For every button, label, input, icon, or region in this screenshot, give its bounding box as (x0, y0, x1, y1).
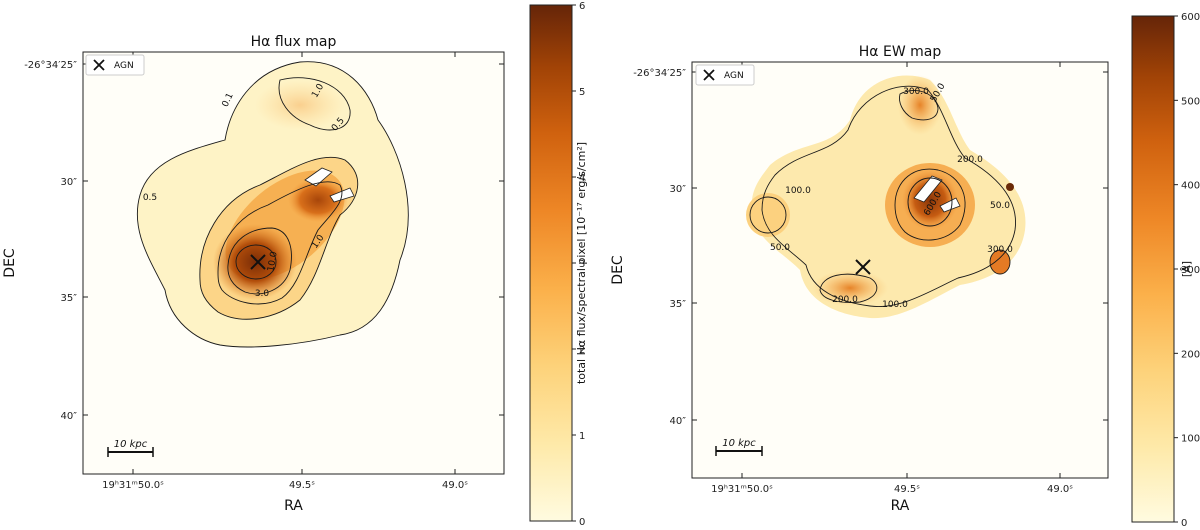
x-tick-label: 49.5ˢ (289, 480, 315, 491)
x-tick-label: 49.5ˢ (894, 484, 920, 495)
colorbar-tick-label: 500 (1181, 96, 1200, 107)
y-axis-label: DEC (610, 255, 626, 285)
colorbar-tick-label: 100 (1181, 434, 1200, 445)
contour-label: 300.0 (987, 245, 1013, 255)
colorbar-gradient (529, 4, 573, 522)
scale-bar-label: 10 kpc (114, 439, 148, 450)
contour-label: 0.5 (143, 193, 157, 203)
colorbar-tick-label: 2 (579, 345, 585, 356)
ew-west-clump (746, 193, 790, 237)
contour-label: 300.0 (903, 87, 929, 97)
x-tick-label: 49.0ˢ (442, 480, 468, 491)
contour-label: 10.0 (266, 251, 279, 273)
ew-peak (902, 170, 958, 230)
ew-south-clump (812, 270, 888, 306)
colorbar-tick-label: 5 (579, 87, 585, 98)
legend-agn-marker (703, 69, 715, 81)
ew-annotations: Hα EW map 19ʰ31ᵐ50.0ˢ 49.5ˢ 49.0ˢ -26°34′25″… (610, 12, 1200, 529)
y-tick-label: 35″ (670, 299, 687, 310)
colorbar-tick-label: 0 (1181, 518, 1187, 529)
y-axis-label: DEC (2, 248, 18, 278)
y-tick-label: 30″ (61, 177, 78, 188)
flux-knot (288, 178, 348, 222)
colorbar: 0 100 200 300 400 500 600 [Å] (1131, 12, 1200, 529)
contour-label: 50.0 (990, 201, 1010, 211)
colorbar-tick-label: 600 (1181, 12, 1200, 23)
colorbar-label: total Hα flux/spectral pixel [10⁻¹⁷ erg/… (575, 142, 588, 384)
flux-heatmap (137, 61, 409, 347)
ew-masked-region-1 (913, 175, 943, 203)
colorbar-tick-label: 0 (579, 517, 585, 528)
x-axis-label: RA (891, 498, 910, 514)
y-tick-label: -26°34′25″ (633, 68, 686, 79)
y-tick-label: 40″ (61, 411, 78, 422)
plot-title: Hα flux map (251, 34, 337, 50)
legend-label: AGN (114, 61, 134, 71)
legend-box (85, 54, 145, 76)
ew-panel (691, 61, 1109, 479)
colorbar-tick-label: 300 (1181, 265, 1200, 276)
y-tick-label: -26°34′25″ (24, 60, 77, 71)
flux-core (213, 224, 297, 300)
x-axis-label: RA (284, 498, 303, 514)
ew-north-arm (898, 75, 942, 135)
colorbar-gradient (1131, 15, 1175, 523)
y-tick-label: 35″ (61, 293, 78, 304)
legend-label: AGN (724, 71, 744, 81)
flux-faint-arm (255, 80, 345, 130)
colorbar-tick-label: 6 (579, 1, 585, 12)
colorbar-tick-label: 400 (1181, 181, 1200, 192)
colorbar-tick-label: 4 (579, 173, 585, 184)
ew-east-knot (990, 250, 1010, 274)
plot-title: Hα EW map (859, 44, 942, 60)
ew-heatmap (746, 75, 1026, 319)
colorbar-tick-label: 200 (1181, 349, 1200, 360)
ew-masked-region-2 (939, 197, 961, 213)
x-tick-label: 19ʰ31ᵐ50.0ˢ (711, 484, 773, 495)
contour-label: 200.0 (957, 155, 983, 165)
colorbar-label: [Å] (1180, 261, 1193, 277)
ew-east-dot (1006, 183, 1014, 191)
contour-label: 100.0 (882, 300, 908, 310)
x-tick-label: 49.0ˢ (1047, 484, 1073, 495)
legend-box (695, 64, 755, 86)
contour-label: 50.0 (770, 243, 790, 253)
x-tick-label: 19ʰ31ᵐ50.0ˢ (102, 480, 164, 491)
colorbar: 0 1 2 3 4 5 6 total Hα flux/spectral pixel [10⁻… (529, 1, 588, 528)
contour-label: 100.0 (785, 186, 811, 196)
y-tick-label: 30″ (670, 184, 687, 195)
agn-marker (250, 254, 266, 270)
ew-contours (749, 85, 1016, 308)
contour-label: 3.0 (255, 289, 270, 299)
y-tick-label: 40″ (670, 416, 687, 427)
scale-bar-label: 10 kpc (722, 438, 756, 449)
flux-panel (82, 51, 505, 475)
colorbar-tick-label: 3 (579, 259, 585, 270)
flux-annotations: Hα flux map 19ʰ31ᵐ50.0ˢ 49.5ˢ 49.0ˢ -26°34′2… (2, 1, 588, 528)
flux-contours (136, 61, 409, 348)
agn-marker (855, 259, 871, 275)
legend-agn-marker (93, 59, 105, 71)
colorbar-tick-label: 1 (579, 431, 585, 442)
contour-label: 200.0 (832, 295, 858, 305)
